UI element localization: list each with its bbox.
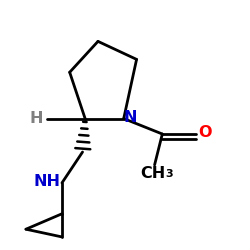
Text: 3: 3 [165,169,172,179]
Text: H: H [29,111,43,126]
Text: O: O [198,125,211,140]
Text: N: N [124,110,137,125]
Text: NH: NH [34,174,61,189]
Text: CH: CH [141,166,166,181]
